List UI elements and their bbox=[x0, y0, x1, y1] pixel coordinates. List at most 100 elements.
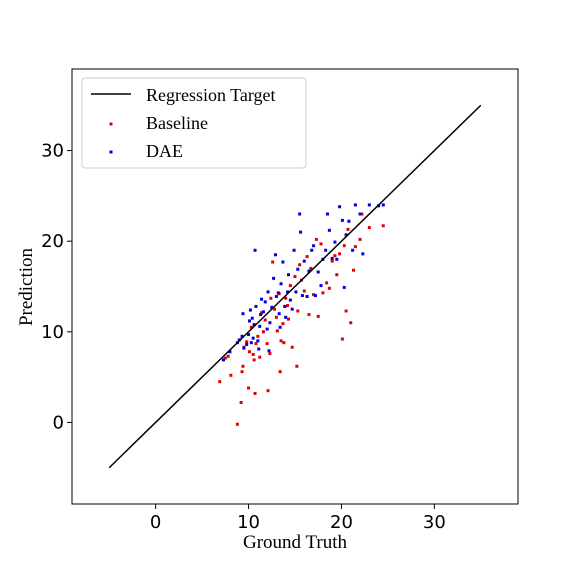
dae-point bbox=[261, 310, 265, 314]
regression-target-line bbox=[108, 104, 482, 469]
baseline-point bbox=[284, 296, 288, 300]
dae-point bbox=[338, 205, 342, 209]
dae-point bbox=[316, 270, 320, 274]
baseline-point bbox=[333, 254, 337, 258]
y-axis-label: Prediction bbox=[16, 247, 37, 326]
baseline-point bbox=[342, 244, 346, 248]
baseline-point bbox=[253, 391, 257, 395]
baseline-point bbox=[290, 345, 294, 349]
baseline-point bbox=[245, 340, 249, 344]
dae-point bbox=[310, 248, 314, 252]
baseline-point bbox=[240, 370, 244, 374]
dae-point bbox=[305, 294, 309, 298]
dae-point bbox=[353, 203, 357, 207]
baseline-point bbox=[335, 273, 339, 277]
baseline-point bbox=[247, 350, 251, 354]
dae-point bbox=[330, 256, 334, 260]
dae-point bbox=[313, 294, 317, 298]
dae-point bbox=[249, 341, 253, 345]
baseline-point bbox=[307, 313, 311, 317]
baseline-point bbox=[265, 342, 269, 346]
dae-point bbox=[284, 315, 288, 319]
regression-target-layer bbox=[108, 104, 482, 469]
baseline-point bbox=[229, 373, 233, 377]
dae-point bbox=[344, 233, 348, 237]
plot-frame bbox=[71, 68, 519, 505]
y-tick-label: 20 bbox=[41, 231, 64, 252]
dae-point bbox=[294, 290, 298, 294]
baseline-point bbox=[274, 315, 278, 319]
baseline-point bbox=[254, 342, 258, 346]
dae-point bbox=[272, 276, 276, 280]
y-tick-label: 0 bbox=[53, 412, 64, 433]
baseline-point bbox=[252, 358, 256, 362]
dae-point bbox=[292, 248, 296, 252]
baseline-point bbox=[298, 263, 302, 267]
baseline-point bbox=[295, 364, 299, 368]
dae-point bbox=[242, 346, 246, 350]
dae-point bbox=[283, 304, 287, 308]
baseline-point bbox=[269, 296, 273, 300]
dae-point bbox=[333, 240, 337, 244]
baseline-point bbox=[309, 266, 313, 270]
baseline-point bbox=[239, 401, 243, 404]
dae-point bbox=[274, 294, 278, 298]
x-tick-label: 20 bbox=[330, 512, 353, 533]
baseline-point bbox=[358, 237, 362, 241]
baseline-point bbox=[266, 389, 270, 393]
dae-point bbox=[257, 347, 261, 351]
dae-point bbox=[221, 358, 225, 362]
dae-point bbox=[347, 219, 351, 223]
baseline-point bbox=[287, 317, 290, 321]
baseline-point bbox=[344, 309, 348, 313]
dae-point bbox=[287, 273, 290, 277]
baseline-point bbox=[258, 355, 262, 359]
dae-point bbox=[327, 228, 331, 232]
baseline-point bbox=[338, 252, 342, 256]
baseline-point bbox=[316, 314, 320, 318]
dae-point bbox=[252, 323, 256, 327]
baseline-point bbox=[263, 318, 267, 322]
baseline-point bbox=[282, 341, 286, 345]
baseline-point bbox=[223, 356, 227, 360]
baseline-point bbox=[296, 309, 300, 313]
dae-point bbox=[335, 257, 339, 261]
baseline-point bbox=[349, 321, 353, 325]
dae-point bbox=[270, 305, 274, 309]
data-points-layer bbox=[218, 203, 385, 426]
baseline-point bbox=[293, 275, 297, 279]
baseline-point bbox=[260, 311, 264, 315]
baseline-point bbox=[251, 352, 255, 356]
baseline-point bbox=[314, 237, 318, 241]
dae-point bbox=[241, 312, 245, 316]
dae-point bbox=[277, 312, 281, 316]
baseline-point bbox=[381, 224, 385, 228]
baseline-point bbox=[340, 337, 344, 341]
baseline-point bbox=[218, 380, 222, 384]
baseline-point bbox=[235, 422, 239, 426]
baseline-point bbox=[327, 286, 331, 290]
baseline-point bbox=[271, 260, 275, 264]
dae-point bbox=[228, 350, 232, 354]
dae-point bbox=[302, 259, 306, 263]
dae-point bbox=[351, 248, 355, 252]
dae-point bbox=[265, 327, 269, 331]
baseline-point bbox=[249, 325, 253, 329]
dae-point bbox=[258, 324, 262, 328]
dae-point bbox=[267, 349, 271, 353]
baseline-point bbox=[360, 212, 364, 216]
dae-point bbox=[245, 343, 249, 346]
baseline-point bbox=[305, 255, 309, 259]
dae-point bbox=[268, 321, 272, 325]
dae-point bbox=[251, 336, 255, 340]
dae-point bbox=[263, 300, 267, 304]
legend-label-baseline: Baseline bbox=[146, 113, 208, 133]
baseline-point bbox=[275, 329, 279, 333]
dae-point bbox=[298, 212, 302, 216]
dae-point bbox=[342, 285, 346, 289]
x-axis-label: Ground Truth bbox=[243, 532, 347, 553]
baseline-point bbox=[256, 334, 260, 338]
dae-point bbox=[307, 269, 311, 273]
x-tick-label: 30 bbox=[423, 512, 446, 533]
